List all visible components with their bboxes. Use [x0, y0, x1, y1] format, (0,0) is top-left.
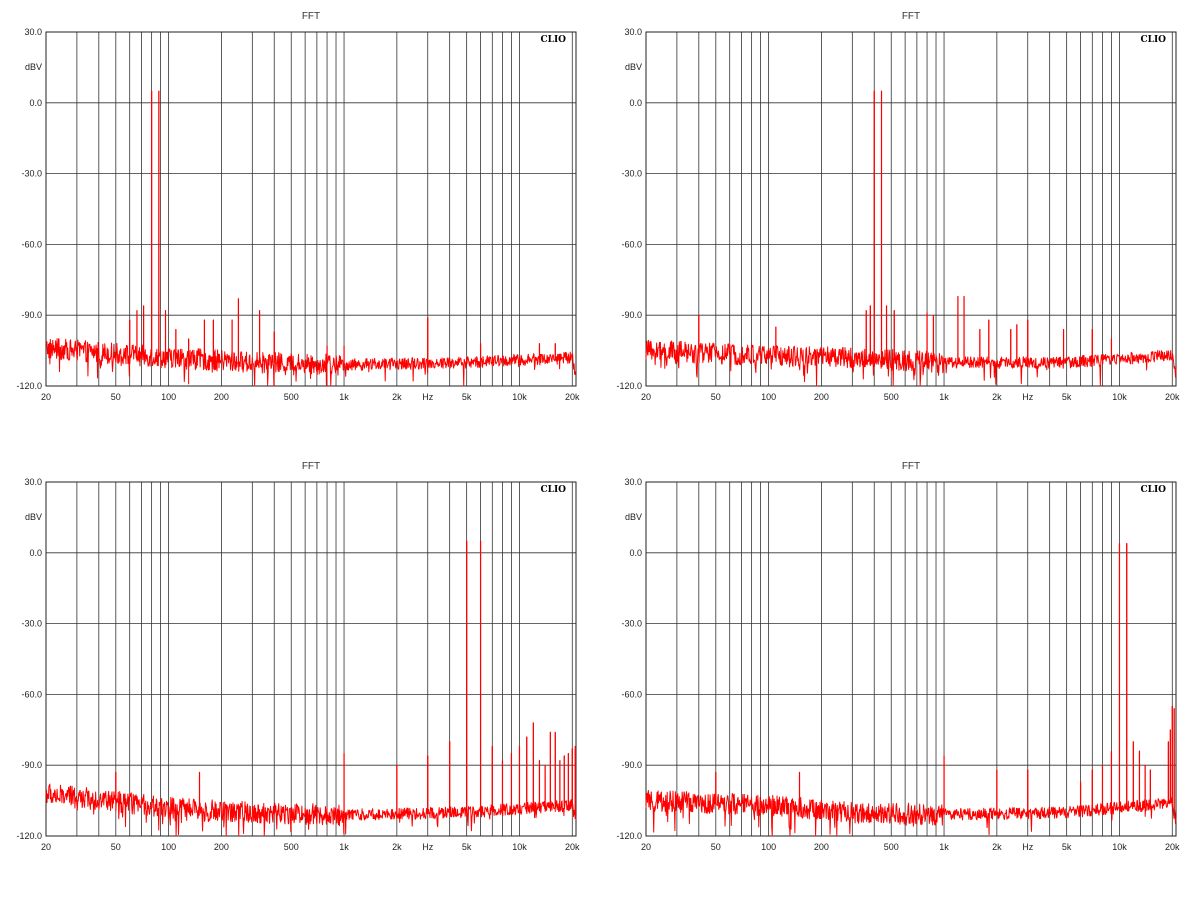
y-tick-label: -120.0	[616, 381, 642, 391]
x-tick-label: 10k	[512, 392, 527, 402]
fft-trace	[645, 542, 1177, 837]
x-tick-label: 200	[214, 392, 229, 402]
x-tick-label: 10k	[1112, 392, 1127, 402]
x-tick-label: 10k	[512, 842, 527, 852]
y-tick-label: -120.0	[616, 831, 642, 841]
y-tick-label: 0.0	[629, 98, 642, 108]
clio-logo-text: CLIO	[1140, 35, 1166, 45]
y-tick-label: -90.0	[621, 760, 642, 770]
clio-logo-text: CLIO	[1140, 485, 1166, 495]
x-tick-label: 5k	[1062, 392, 1072, 402]
y-tick-label: -60.0	[621, 239, 642, 249]
x-tick-label: 2k	[392, 392, 402, 402]
y-tick-label: 30.0	[624, 27, 642, 37]
x-tick-label: Hz	[1022, 842, 1033, 852]
grid	[645, 481, 1177, 837]
y-tick-label: -30.0	[21, 619, 42, 629]
chart-title: FFT	[902, 11, 920, 22]
fft-chart-bottom-right: 30.0 0.0 -30.0 -60.0 -90.0 -120.020 50 100 200 50…	[616, 461, 1180, 852]
y-unit-label: dBV	[25, 62, 42, 72]
x-tick-label: 20k	[565, 842, 580, 852]
fft-chart-top-right: 30.0 0.0 -30.0 -60.0 -90.0 -120.020 50 100 200 50…	[616, 11, 1180, 402]
y-tick-label: -30.0	[621, 169, 642, 179]
x-tick-label: Hz	[422, 842, 433, 852]
x-tick-label: 20	[641, 392, 651, 402]
x-tick-label: 20k	[565, 392, 580, 402]
y-tick-label: -60.0	[21, 239, 42, 249]
x-tick-label: 20	[41, 392, 51, 402]
x-tick-label: 10k	[1112, 842, 1127, 852]
y-unit-label: dBV	[625, 62, 642, 72]
x-tick-label: 20	[41, 842, 51, 852]
plot-frame	[645, 31, 1177, 387]
x-tick-label: 100	[761, 392, 776, 402]
grid	[645, 31, 1177, 387]
y-tick-label: 0.0	[629, 548, 642, 558]
x-tick-label: 5k	[462, 842, 472, 852]
y-tick-label: -120.0	[16, 381, 42, 391]
x-tick-label: 500	[284, 842, 299, 852]
fft-trace	[645, 90, 1177, 387]
chart-title: FFT	[902, 461, 920, 472]
chart-title: FFT	[302, 11, 320, 22]
x-tick-label: 50	[111, 392, 121, 402]
x-tick-label: Hz	[422, 392, 433, 402]
x-tick-label: 200	[814, 842, 829, 852]
x-tick-label: 1k	[939, 842, 949, 852]
x-tick-label: 50	[111, 842, 121, 852]
chart-title: FFT	[302, 461, 320, 472]
y-tick-label: 30.0	[24, 477, 42, 487]
y-unit-label: dBV	[25, 512, 42, 522]
y-tick-label: -90.0	[21, 310, 42, 320]
y-tick-label: -120.0	[16, 831, 42, 841]
y-tick-label: 30.0	[624, 477, 642, 487]
y-tick-label: -60.0	[621, 689, 642, 699]
grid	[45, 481, 577, 837]
fft-chart-top-left: 30.0 0.0 -30.0 -60.0 -90.0 -120.020 50 100 200 50…	[16, 11, 580, 402]
x-tick-label: 20k	[1165, 842, 1180, 852]
x-tick-label: 50	[711, 392, 721, 402]
plot-frame	[45, 481, 577, 837]
y-tick-label: -90.0	[621, 310, 642, 320]
x-tick-label: 50	[711, 842, 721, 852]
x-tick-label: 500	[884, 392, 899, 402]
x-tick-label: 5k	[1062, 842, 1072, 852]
plot-frame	[45, 31, 577, 387]
x-tick-label: 5k	[462, 392, 472, 402]
x-tick-label: 20	[641, 842, 651, 852]
x-tick-label: 1k	[339, 392, 349, 402]
clio-logo-text: CLIO	[540, 35, 566, 45]
y-tick-label: -90.0	[21, 760, 42, 770]
y-tick-label: -30.0	[21, 169, 42, 179]
x-tick-label: 100	[761, 842, 776, 852]
x-tick-label: 2k	[992, 392, 1002, 402]
x-tick-label: 2k	[992, 842, 1002, 852]
y-tick-label: 0.0	[29, 98, 42, 108]
x-tick-label: 1k	[939, 392, 949, 402]
x-tick-label: 20k	[1165, 392, 1180, 402]
x-tick-label: 100	[161, 842, 176, 852]
plot-frame	[645, 481, 1177, 837]
x-tick-label: 1k	[339, 842, 349, 852]
y-unit-label: dBV	[625, 512, 642, 522]
y-tick-label: 30.0	[24, 27, 42, 37]
x-tick-label: Hz	[1022, 392, 1033, 402]
x-tick-label: 200	[814, 392, 829, 402]
x-tick-label: 500	[884, 842, 899, 852]
y-tick-label: -30.0	[621, 619, 642, 629]
x-tick-label: 200	[214, 842, 229, 852]
x-tick-label: 500	[284, 392, 299, 402]
grid	[45, 31, 577, 387]
fft-chart-bottom-left: 30.0 0.0 -30.0 -60.0 -90.0 -120.020 50 100 200 50…	[16, 461, 580, 852]
clio-logo-text: CLIO	[540, 485, 566, 495]
y-tick-label: -60.0	[21, 689, 42, 699]
x-tick-label: 100	[161, 392, 176, 402]
y-tick-label: 0.0	[29, 548, 42, 558]
fft-trace	[45, 540, 577, 837]
fft-trace	[45, 90, 577, 387]
x-tick-label: 2k	[392, 842, 402, 852]
